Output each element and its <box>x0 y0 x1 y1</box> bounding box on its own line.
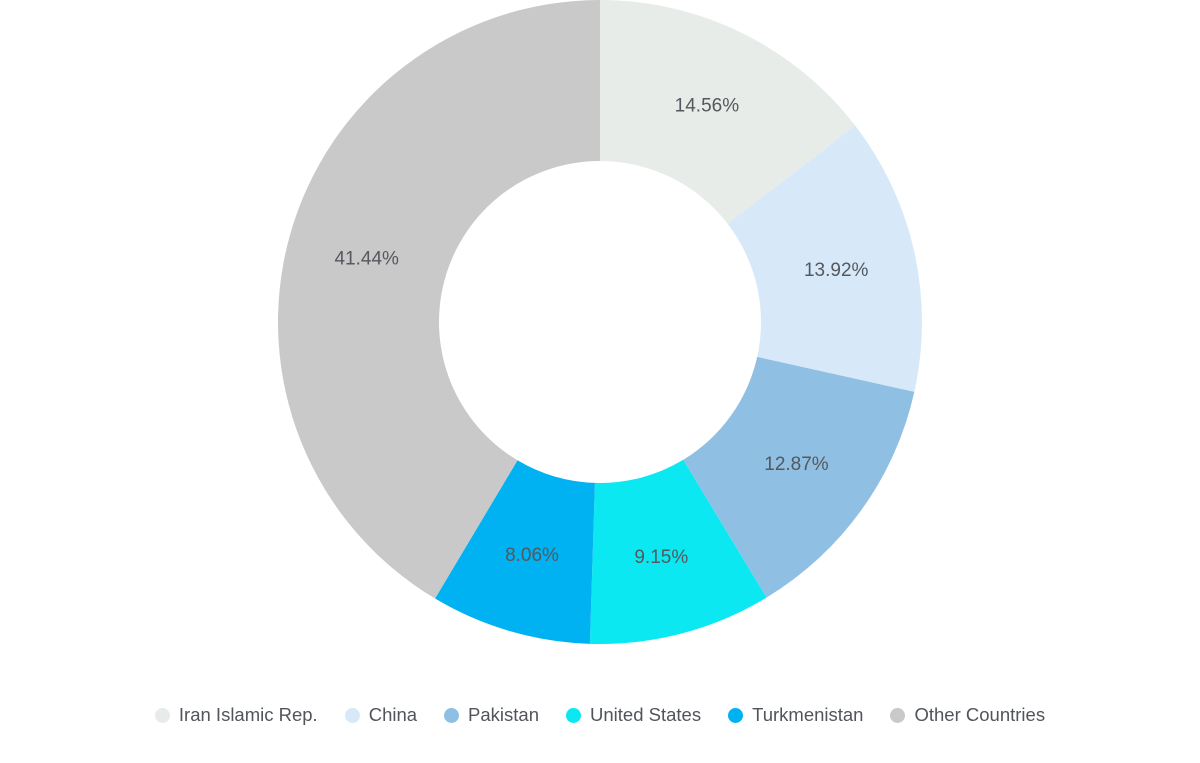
legend-item-iran-islamic-rep[interactable]: Iran Islamic Rep. <box>154 704 318 726</box>
legend-label: Iran Islamic Rep. <box>178 704 318 725</box>
pie-slice-china[interactable] <box>727 125 922 392</box>
pie-slice-united-states[interactable] <box>589 459 767 644</box>
legend-label: United States <box>590 704 702 725</box>
legend-label: Other Countries <box>914 704 1046 725</box>
legend-label: China <box>368 704 418 725</box>
legend-item-china[interactable]: China <box>344 704 418 726</box>
slice-label-turkmenistan: 8.06% <box>505 545 559 566</box>
pie-slice-turkmenistan[interactable] <box>435 460 595 644</box>
slice-label-china: 13.92% <box>804 260 869 281</box>
pie-slice-iran-islamic-rep[interactable] <box>600 0 856 224</box>
pie-slice-other-countries[interactable] <box>278 0 600 599</box>
legend-item-turkmenistan[interactable]: Turkmenistan <box>728 704 863 726</box>
legend-item-other-countries[interactable]: Other Countries <box>890 704 1045 726</box>
legend-marker <box>344 707 360 723</box>
slice-label-iran-islamic-rep: 14.56% <box>675 96 740 117</box>
slice-label-united-states: 9.15% <box>634 547 688 568</box>
legend-label: Pakistan <box>468 704 540 725</box>
legend-marker <box>728 707 744 723</box>
slice-label-other-countries: 41.44% <box>334 248 399 269</box>
legend-marker <box>444 707 460 723</box>
legend-marker <box>566 707 582 723</box>
legend-marker <box>154 707 170 723</box>
slice-label-pakistan: 12.87% <box>764 454 829 475</box>
legend-marker <box>890 707 906 723</box>
legend-label: Turkmenistan <box>752 704 864 725</box>
pie-slice-pakistan[interactable] <box>683 356 915 598</box>
donut-chart: 14.56% 13.92% 12.87% 9.15% 8.06% 41.44% <box>278 0 922 644</box>
legend-item-pakistan[interactable]: Pakistan <box>444 704 539 726</box>
legend-item-united-states[interactable]: United States <box>566 704 701 726</box>
chart-legend: Iran Islamic Rep. China Pakistan United Sta… <box>0 704 1200 726</box>
